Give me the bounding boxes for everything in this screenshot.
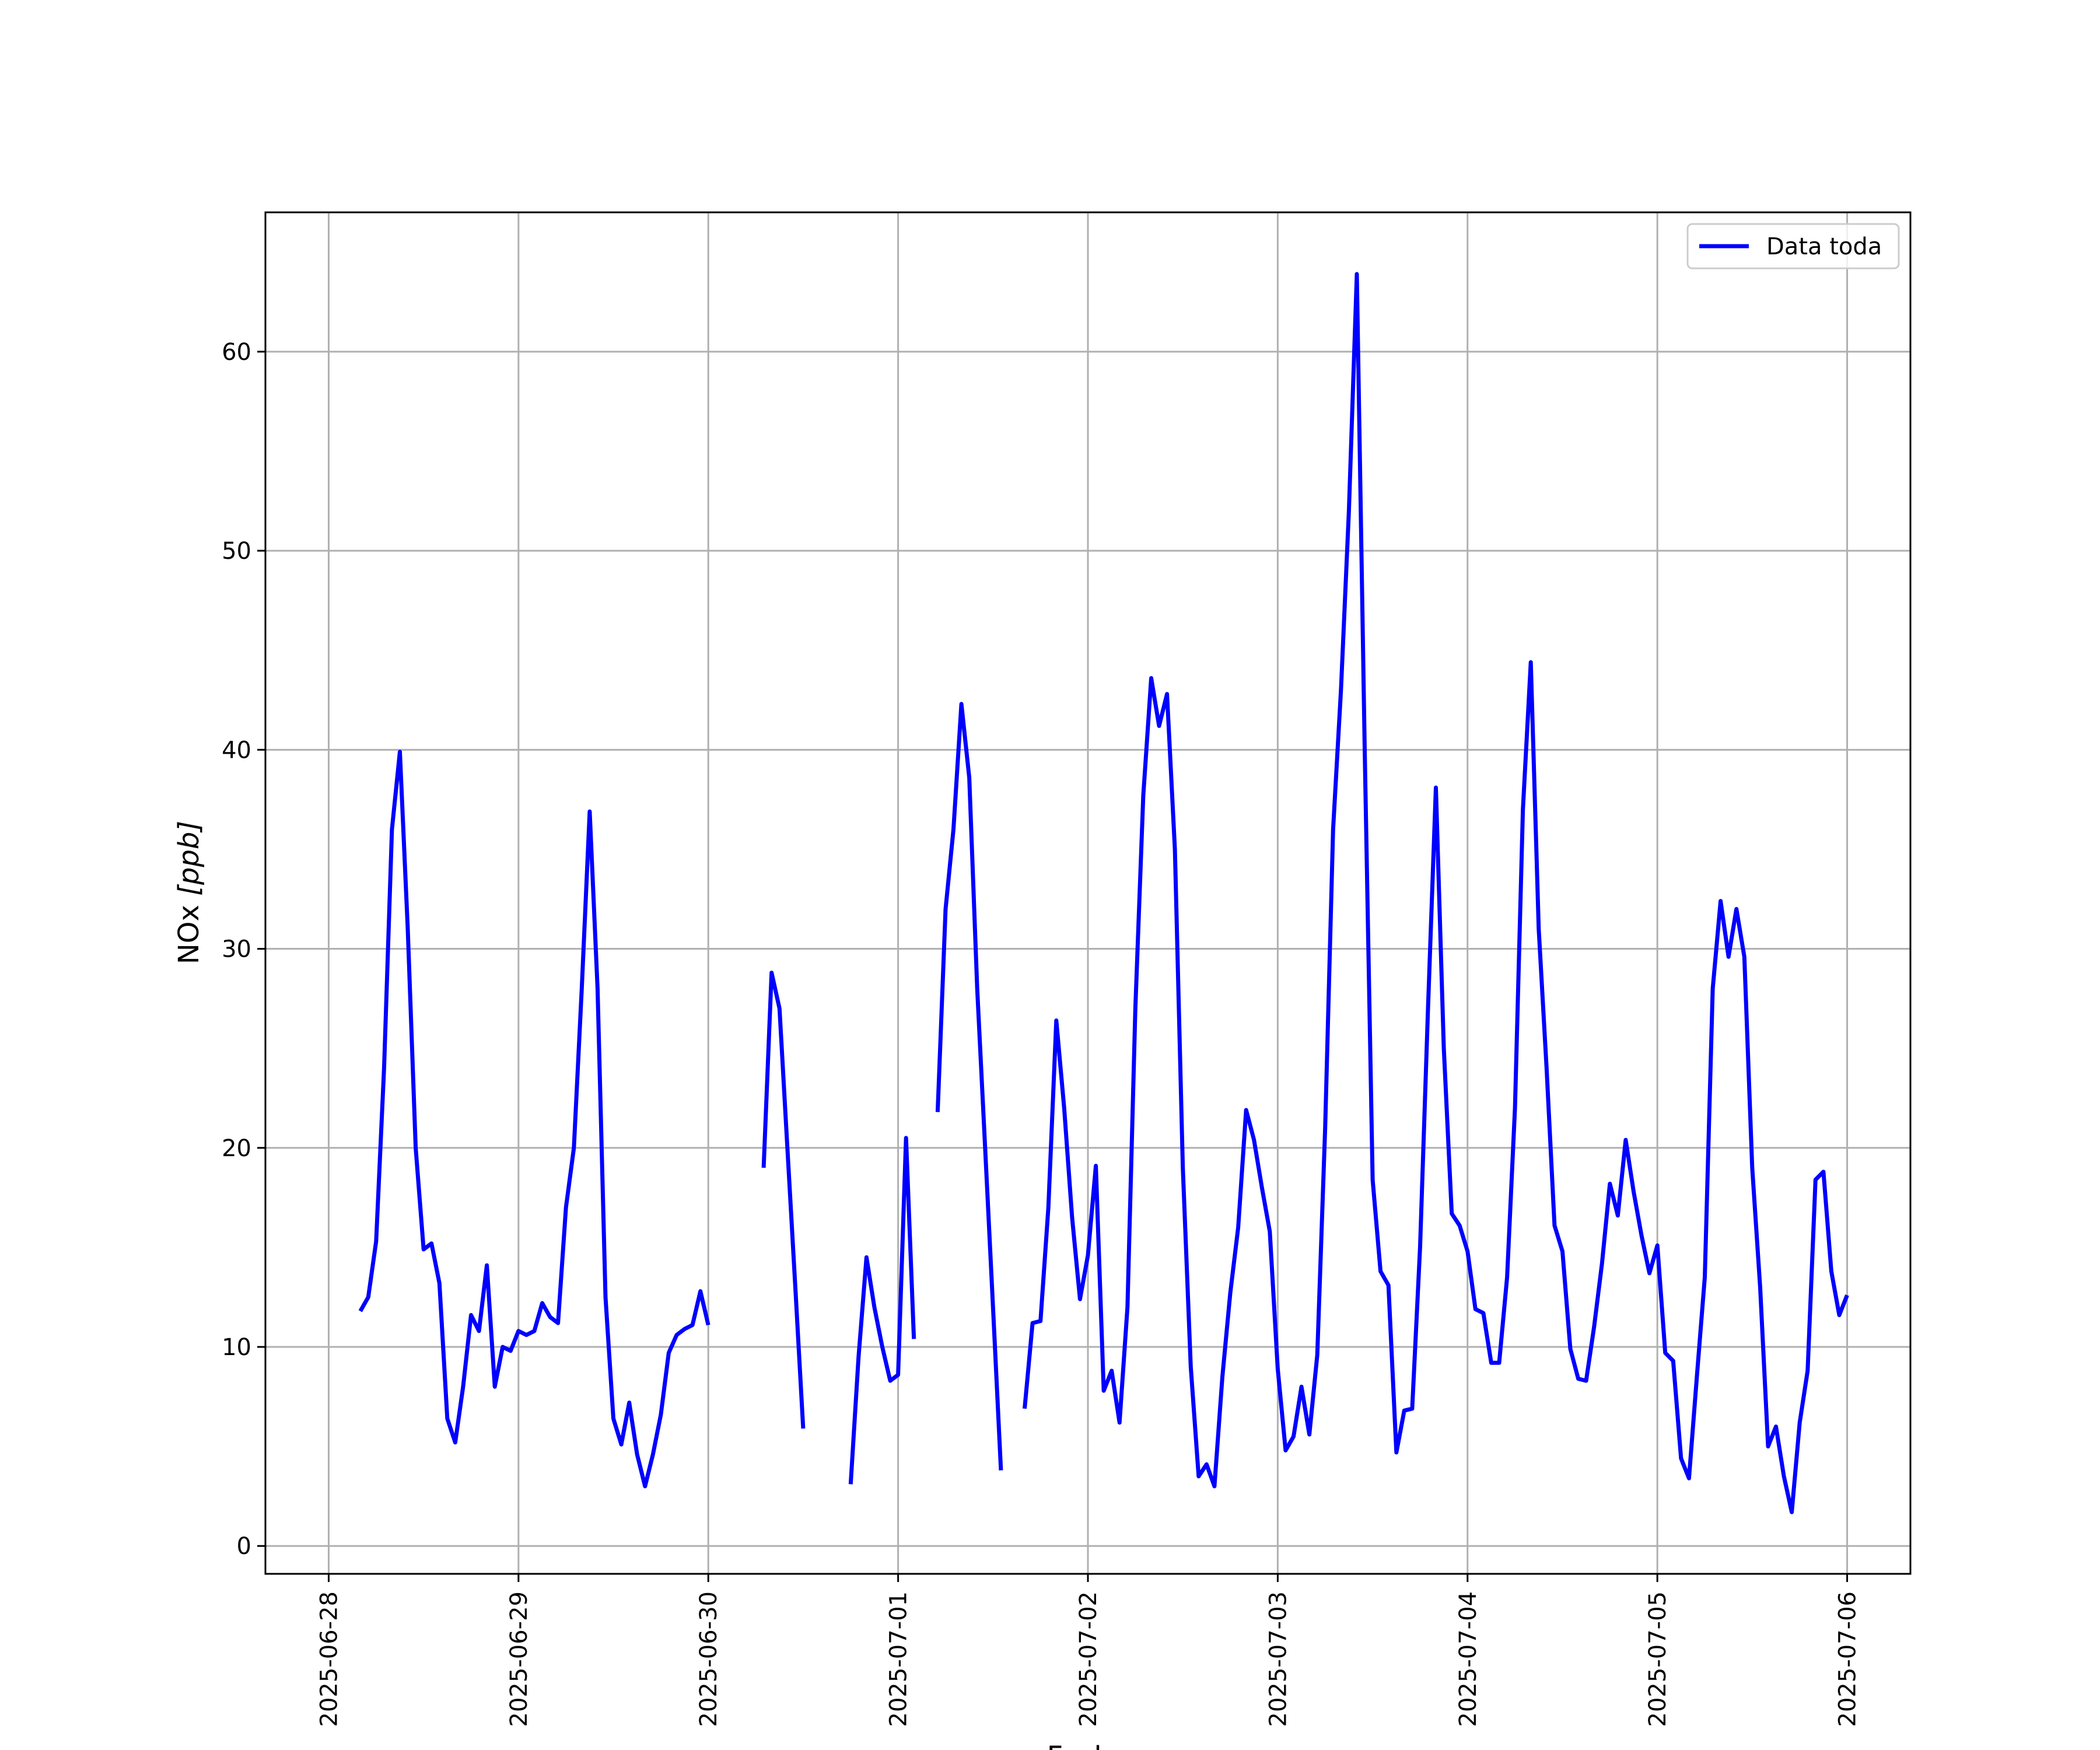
x-tick-label: 2025-06-30 — [695, 1591, 722, 1727]
legend-box — [1686, 223, 1900, 270]
x-tick-label: 2025-07-04 — [1455, 1591, 1482, 1727]
legend: Data toda — [1686, 223, 1900, 270]
y-tick-label: 20 — [222, 1135, 251, 1162]
x-tick-label: 2025-07-02 — [1075, 1591, 1102, 1727]
x-tick-label: 2025-06-28 — [316, 1591, 342, 1727]
series-line-segment — [848, 1136, 916, 1485]
y-tick-label: 0 — [237, 1533, 251, 1560]
x-tick-label: 2025-06-29 — [506, 1591, 533, 1727]
y-tick-label: 60 — [222, 339, 251, 366]
series-line-segment — [761, 971, 806, 1429]
y-tick-label: 40 — [222, 737, 251, 764]
series-line-segment — [358, 750, 710, 1489]
x-axis-label: Fecha — [1047, 1741, 1129, 1750]
y-tick-label: 50 — [222, 538, 251, 565]
x-tick-label: 2025-07-06 — [1835, 1591, 1861, 1727]
y-axis-label-prefix: NOx — [173, 896, 205, 964]
y-axis-ticks: 0 10 20 30 40 50 60 — [222, 339, 265, 1560]
legend-entry-data-toda: Data toda — [1766, 233, 1882, 260]
x-axis-ticks: 2025-06-28 2025-06-29 2025-06-30 2025-07-01… — [316, 1574, 1861, 1727]
x-tick-label: 2025-07-03 — [1265, 1591, 1292, 1727]
series-layer — [358, 272, 1849, 1514]
grid-lines — [265, 212, 1910, 1574]
y-axis-label-unit: [ppb] — [173, 821, 205, 896]
x-tick-label: 2025-07-01 — [886, 1591, 912, 1727]
y-axis-label: NOx [ppb] — [173, 821, 205, 964]
series-line-segment — [935, 702, 1003, 1471]
y-tick-label: 10 — [222, 1334, 251, 1361]
x-tick-label: 2025-07-05 — [1644, 1591, 1671, 1727]
series-line-segment — [1023, 272, 1849, 1514]
y-tick-label: 30 — [222, 936, 251, 963]
